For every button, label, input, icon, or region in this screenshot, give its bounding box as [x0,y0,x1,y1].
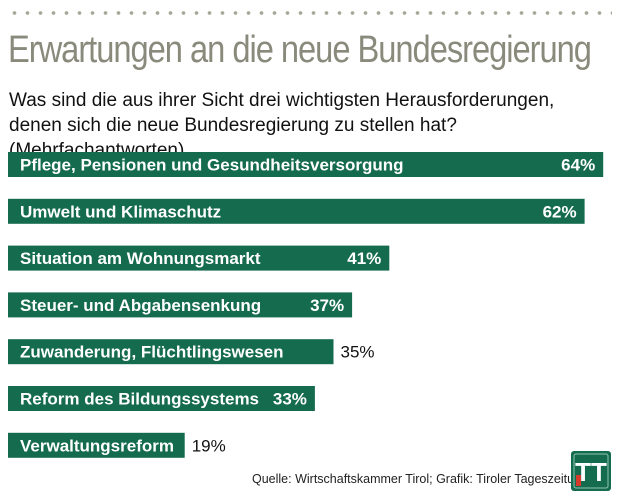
chart-subtitle: Was sind die aus ihrer Sicht drei wichti… [9,90,555,161]
bar-label: Verwaltungsreform [20,436,174,455]
dotted-divider [8,10,612,16]
chart-title: Erwartungen an die neue Bundesregierung [8,29,592,71]
bar-row: Steuer- und Abgabensenkung 37% [8,292,353,318]
bar-label: Reform des Bildungssystems [20,390,259,409]
bar [8,198,585,224]
bar [8,245,390,271]
bar-value-label: 64% [561,156,595,175]
bar [8,432,185,458]
bar-value-label: 33% [273,390,307,409]
bar-row: Umwelt und Klimaschutz 62% [8,198,585,224]
bar-row: Zuwanderung, Flüchtlingswesen 35% [8,339,375,365]
bar-label: Steuer- und Abgabensenkung [20,296,261,315]
bar-value-label: 41% [347,249,381,268]
bar [8,292,353,318]
bar-label: Zuwanderung, Flüchtlingswesen [20,343,284,362]
bar [8,152,604,177]
bar-value-label: 62% [543,202,577,221]
bar [8,386,315,411]
bar-value-label: 19% [192,436,226,455]
source-note: Quelle: Wirtschaftskammer Tirol; Grafik:… [252,472,588,486]
bar-row: Pflege, Pensionen und Gesundheitsversorg… [8,152,604,177]
bar-row: Situation am Wohnungsmarkt 41% [8,245,390,271]
bar-value-label: 35% [341,343,375,362]
bar-row: Verwaltungsreform 19% [8,432,226,458]
bar-label: Pflege, Pensionen und Gesundheitsversorg… [20,156,404,175]
bar [8,339,334,365]
bar-label: Situation am Wohnungsmarkt [20,249,261,268]
logo-red-accent [576,475,581,486]
bar-label: Umwelt und Klimaschutz [20,202,221,221]
bar-row: Reform des Bildungssystems 33% [8,386,315,411]
bar-value-label: 37% [310,296,344,315]
tiroler-tageszeitung-logo: TT [571,451,611,491]
logo-frame [573,453,609,489]
